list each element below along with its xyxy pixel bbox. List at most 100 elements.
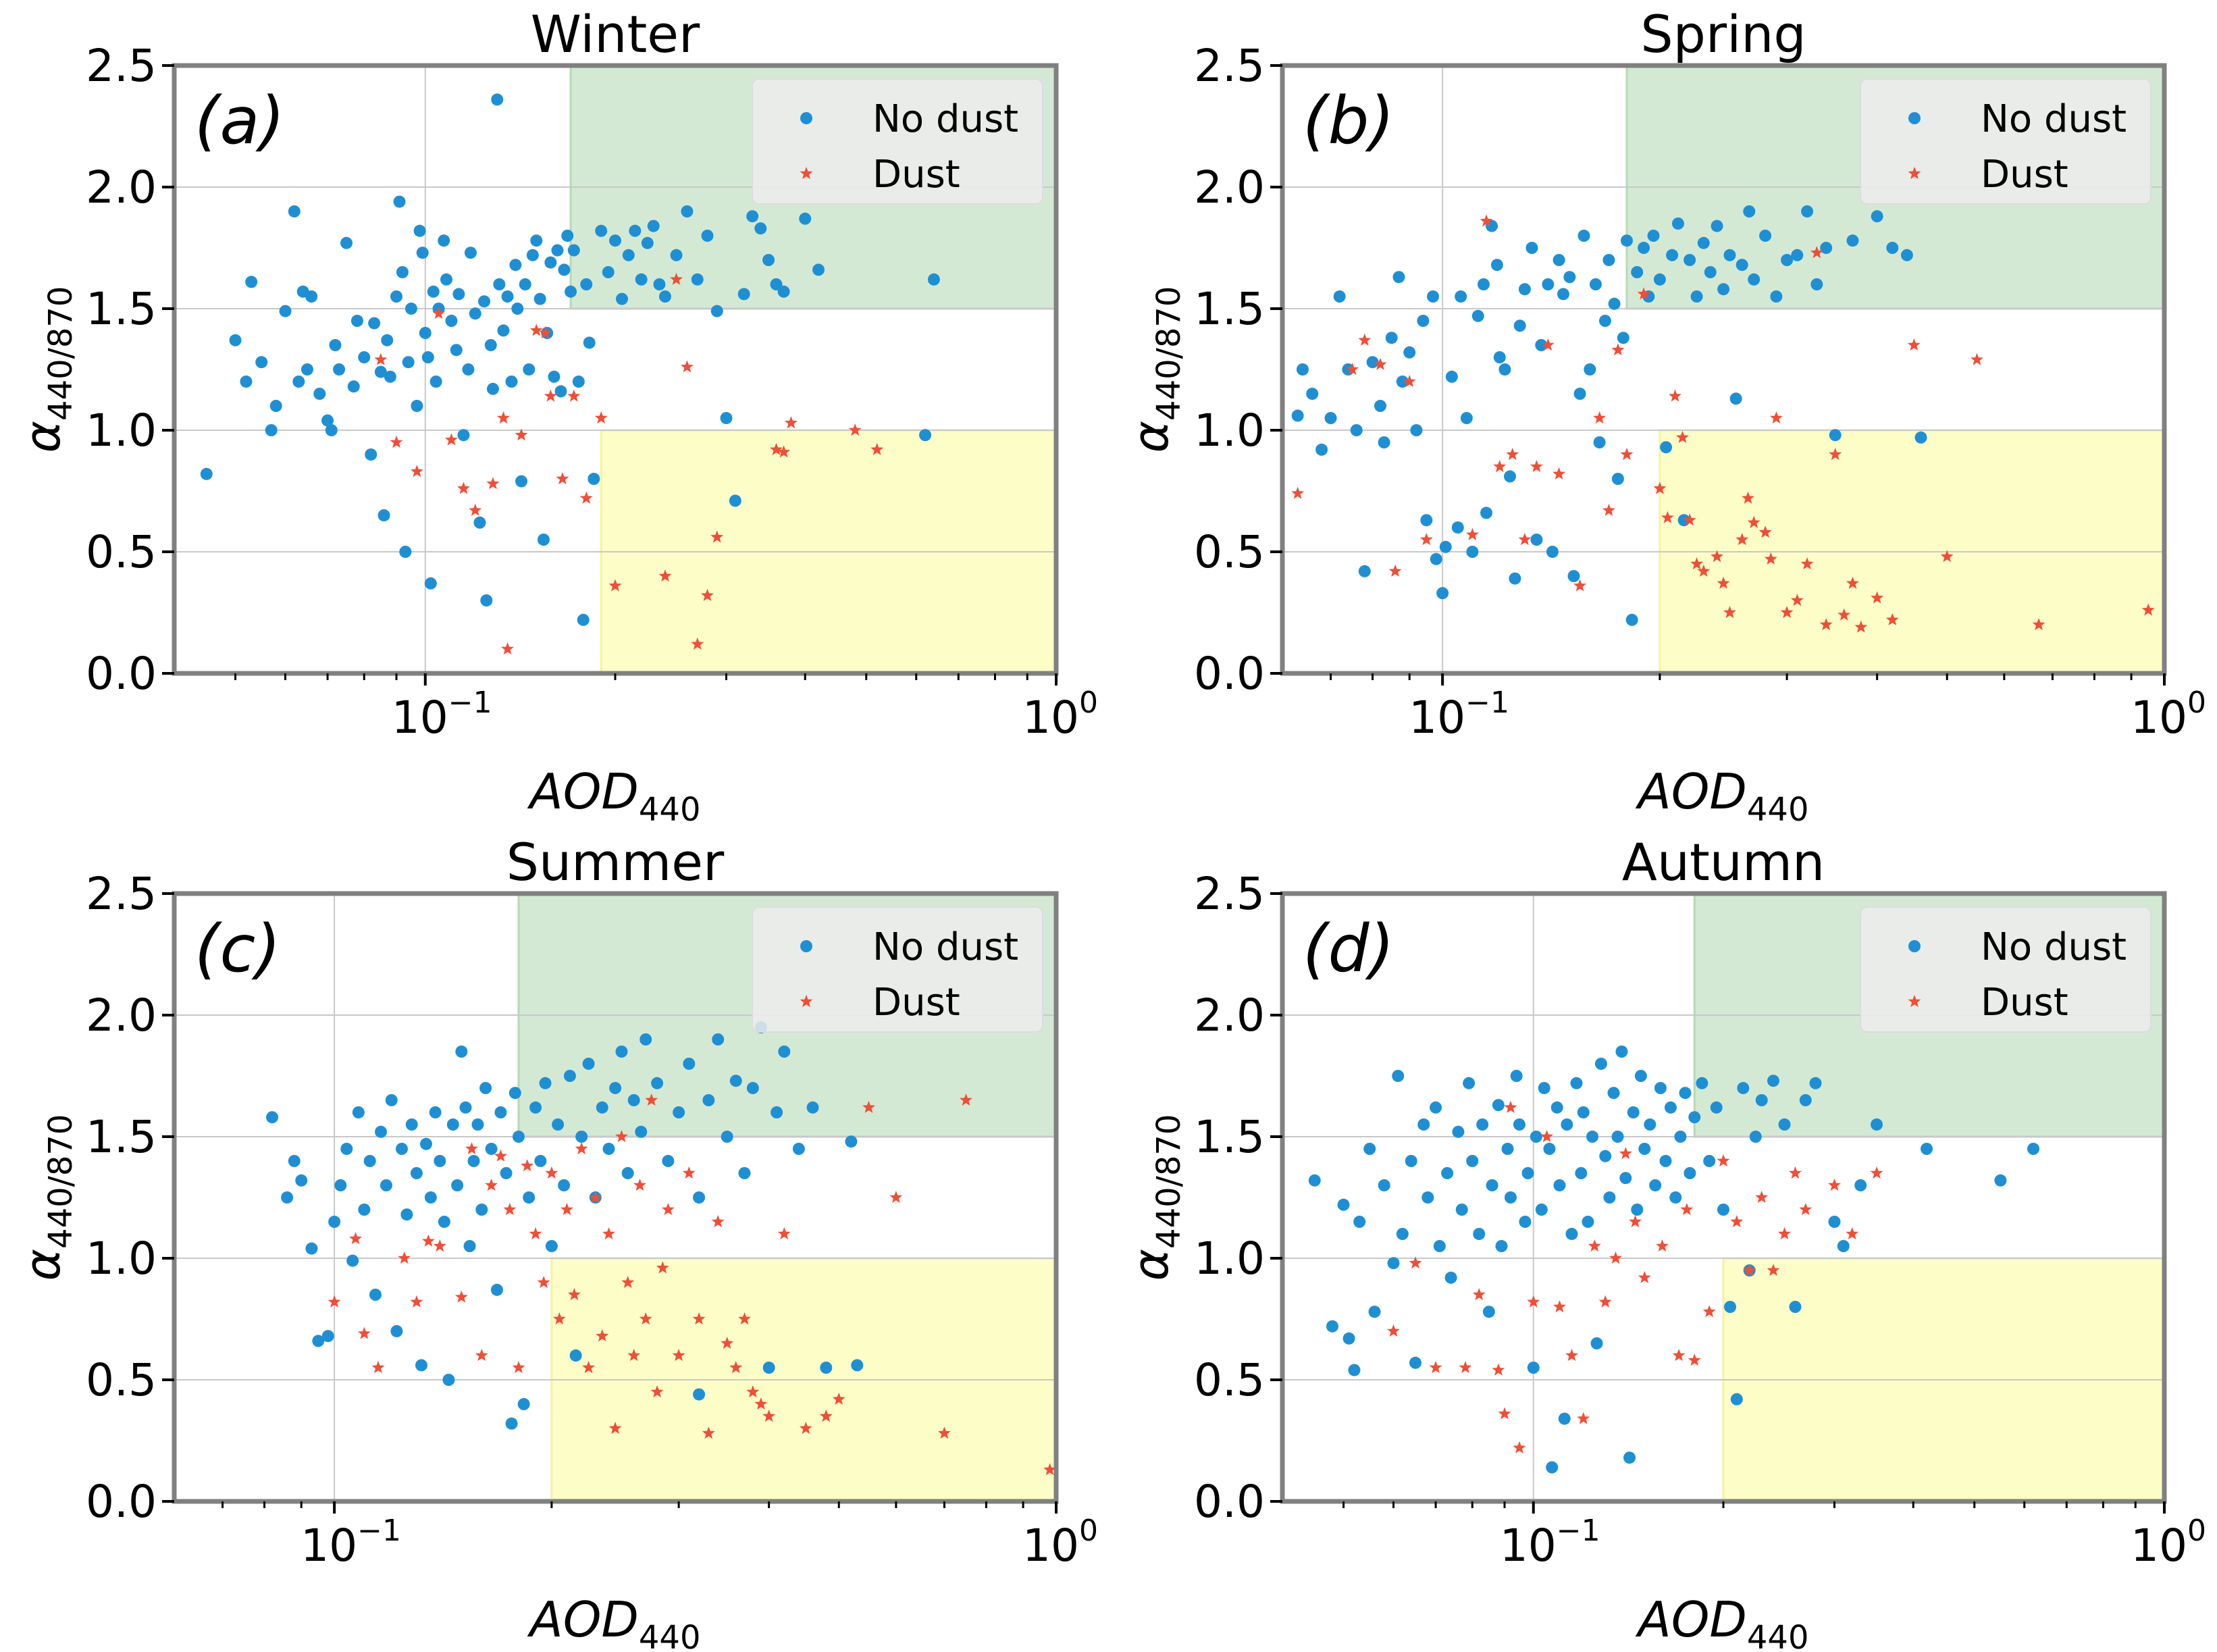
no-dust-point bbox=[1315, 443, 1328, 456]
dust-point bbox=[1593, 411, 1607, 424]
no-dust-point bbox=[792, 1143, 805, 1155]
panel-label: (b) bbox=[1303, 83, 1394, 159]
no-dust-point bbox=[1426, 290, 1439, 303]
no-dust-point bbox=[384, 370, 396, 383]
legend-no-dust-label: No dust bbox=[872, 925, 1018, 969]
no-dust-point bbox=[497, 324, 510, 337]
no-dust-point bbox=[1535, 1204, 1548, 1216]
dust-point bbox=[1553, 1300, 1566, 1313]
data-points bbox=[1308, 1046, 2040, 1474]
dust-point bbox=[1940, 550, 1954, 563]
dust-point bbox=[650, 1385, 664, 1398]
no-dust-point bbox=[1542, 278, 1555, 290]
no-dust-point bbox=[595, 224, 608, 237]
no-dust-point bbox=[635, 273, 648, 286]
y-tick-label: 1.0 bbox=[1194, 405, 1265, 457]
legend-box bbox=[752, 78, 1043, 205]
dust-point bbox=[645, 1093, 658, 1106]
dust-point bbox=[639, 1312, 652, 1325]
dust-point bbox=[1409, 1256, 1422, 1269]
dust-point bbox=[1854, 620, 1868, 633]
no-dust-point bbox=[1433, 1240, 1446, 1252]
no-dust-point bbox=[305, 290, 318, 303]
dust-point bbox=[1619, 1147, 1632, 1160]
dust-point bbox=[711, 1215, 725, 1228]
no-dust-point bbox=[1755, 1094, 1768, 1106]
no-dust-point bbox=[1703, 1155, 1716, 1167]
no-dust-point bbox=[1729, 392, 1742, 405]
no-dust-point bbox=[558, 1179, 571, 1191]
no-dust-point bbox=[1439, 540, 1452, 553]
dust-point bbox=[1553, 467, 1566, 480]
dust-point bbox=[2141, 603, 2155, 616]
no-dust-point bbox=[1460, 412, 1473, 424]
y-tick-label: 1.0 bbox=[86, 1233, 157, 1285]
no-dust-point bbox=[1767, 1075, 1779, 1087]
legend-box bbox=[1860, 78, 2151, 205]
dust-point bbox=[1885, 613, 1899, 625]
no-dust-point bbox=[548, 370, 560, 383]
no-dust-point bbox=[1326, 1320, 1338, 1333]
no-dust-point bbox=[1638, 1143, 1651, 1155]
no-dust-point bbox=[770, 278, 783, 290]
no-dust-point bbox=[1599, 1150, 1612, 1162]
no-dust-point bbox=[352, 1106, 365, 1118]
no-dust-point bbox=[419, 327, 432, 339]
no-dust-point bbox=[1396, 1228, 1409, 1240]
dust-point bbox=[1907, 338, 1921, 351]
no-dust-point bbox=[340, 236, 353, 249]
no-dust-point bbox=[421, 351, 434, 363]
y-tick-label: 2.0 bbox=[1194, 161, 1265, 213]
x-tick-exponent: 0 bbox=[2187, 1514, 2206, 1548]
no-dust-point bbox=[1820, 242, 1833, 254]
no-dust-point bbox=[1441, 1167, 1454, 1179]
no-dust-point bbox=[1553, 1179, 1566, 1191]
dust-point bbox=[1346, 363, 1359, 376]
no-dust-point bbox=[799, 212, 812, 225]
no-dust-point bbox=[544, 256, 557, 269]
x-tick-exponent: −1 bbox=[357, 1514, 401, 1548]
no-dust-point bbox=[754, 222, 767, 235]
no-dust-point bbox=[411, 400, 423, 412]
no-dust-point bbox=[580, 278, 593, 290]
no-dust-point bbox=[1749, 1131, 1762, 1143]
legend-dust-marker bbox=[800, 167, 813, 180]
no-dust-point bbox=[413, 224, 426, 237]
dust-point bbox=[515, 428, 528, 441]
no-dust-point bbox=[200, 467, 213, 480]
x-tick-exponent: −1 bbox=[1465, 686, 1509, 720]
no-dust-point bbox=[505, 1417, 518, 1430]
dust-point bbox=[1736, 533, 1749, 546]
dust-point bbox=[486, 477, 500, 490]
legend-no-dust-label: No dust bbox=[872, 97, 1018, 141]
x-tick-label: 10 bbox=[392, 692, 448, 744]
no-dust-point bbox=[375, 1125, 388, 1138]
no-dust-point bbox=[851, 1359, 864, 1372]
y-tick-label: 1.5 bbox=[86, 283, 157, 335]
no-dust-point bbox=[2027, 1143, 2040, 1155]
no-dust-point bbox=[1466, 546, 1479, 558]
no-dust-point bbox=[647, 220, 660, 232]
dust-point bbox=[777, 445, 791, 458]
no-dust-point bbox=[1644, 1118, 1657, 1131]
no-dust-point bbox=[508, 1087, 521, 1100]
dust-point bbox=[545, 1166, 558, 1179]
no-dust-point bbox=[1615, 1046, 1628, 1058]
no-dust-point bbox=[1659, 1155, 1672, 1167]
no-dust-point bbox=[1480, 507, 1493, 519]
dust-point bbox=[589, 1191, 602, 1204]
no-dust-point bbox=[1829, 429, 1842, 442]
no-dust-point bbox=[1557, 288, 1569, 301]
dust-point bbox=[1403, 375, 1416, 388]
no-dust-point bbox=[229, 334, 242, 346]
no-dust-point bbox=[1477, 278, 1490, 290]
no-dust-point bbox=[1392, 271, 1405, 284]
no-dust-point bbox=[358, 351, 371, 363]
dust-point bbox=[1419, 533, 1433, 546]
dust-point bbox=[556, 472, 569, 485]
no-dust-point bbox=[1810, 278, 1823, 290]
dust-point bbox=[444, 433, 458, 446]
dust-point bbox=[497, 411, 510, 424]
